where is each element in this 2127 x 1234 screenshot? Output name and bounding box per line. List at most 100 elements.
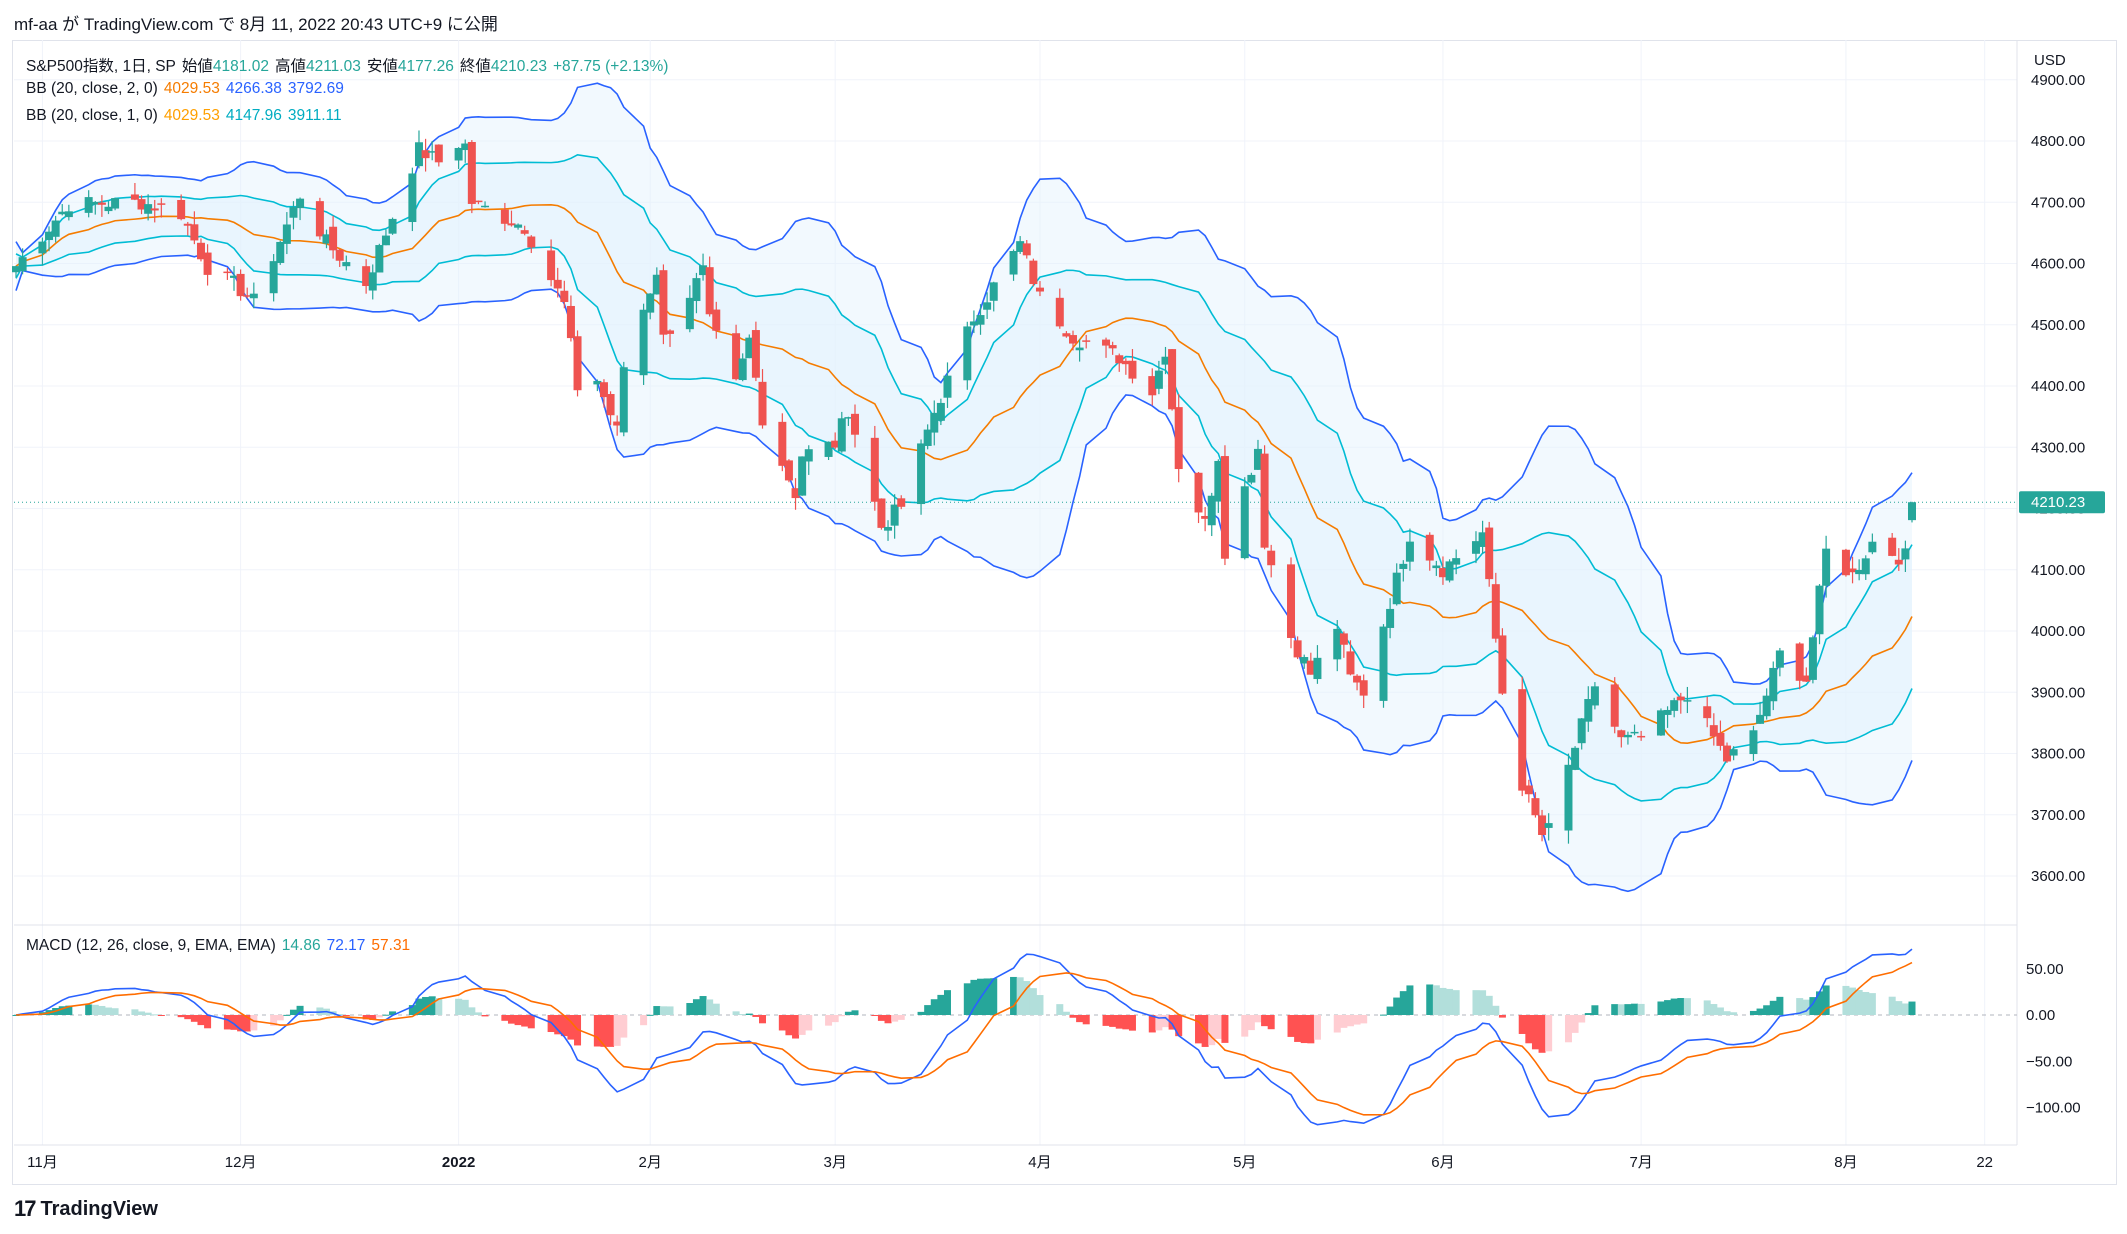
macd-line-value: 72.17 xyxy=(326,937,366,954)
change-value: +87.75 (+2.13%) xyxy=(552,58,669,75)
macd-hist-bar xyxy=(686,1003,694,1015)
candle-body xyxy=(1478,532,1487,547)
candle xyxy=(467,140,476,214)
symbol-title[interactable]: S&P500指数, 1日, SP xyxy=(26,58,176,75)
candle xyxy=(1544,813,1553,841)
candle xyxy=(1524,779,1533,803)
macd-hist-bar xyxy=(739,1014,747,1016)
macd-hist-bar xyxy=(204,1015,212,1029)
candle-body xyxy=(1544,823,1553,828)
candle-body xyxy=(1379,626,1388,701)
candle-body xyxy=(1339,633,1348,645)
candle xyxy=(1108,341,1117,355)
macd-hist-bar xyxy=(1855,990,1863,1015)
candle xyxy=(276,240,285,265)
macd-hist-bar xyxy=(1564,1015,1572,1043)
tradingview-footer[interactable]: 17 TradingView xyxy=(14,1196,158,1222)
candle-body xyxy=(130,194,139,200)
candle-body xyxy=(1769,667,1778,702)
price-tick-label: 4600.00 xyxy=(2031,256,2085,273)
macd-hist-bar xyxy=(138,1011,146,1015)
macd-hist-bar xyxy=(1763,1005,1771,1015)
macd-hist-bar xyxy=(1631,1003,1639,1015)
candle xyxy=(1405,528,1414,571)
candle xyxy=(732,324,741,381)
candle-body xyxy=(1432,565,1441,569)
candle xyxy=(335,248,344,267)
candle-body xyxy=(481,205,490,208)
candle xyxy=(1207,492,1216,537)
candle xyxy=(64,204,73,221)
macd-hist-bar xyxy=(1076,1015,1084,1023)
candle-body xyxy=(1584,699,1593,722)
macd-hist-bar xyxy=(798,1015,806,1035)
macd-hist-bar xyxy=(871,1015,879,1016)
candle xyxy=(381,229,390,246)
macd-hist-bar xyxy=(1333,1015,1341,1033)
candle-body xyxy=(1287,564,1296,638)
candle-body xyxy=(1756,714,1765,724)
candle-body xyxy=(289,207,298,218)
macd-hist-bar xyxy=(1307,1015,1315,1044)
macd-hist-bar xyxy=(1221,1015,1229,1043)
candle-body xyxy=(375,245,384,273)
candle-body xyxy=(1386,608,1395,628)
candle xyxy=(249,282,258,309)
macd-hist-bar xyxy=(759,1015,767,1024)
macd-hist-bar xyxy=(699,996,707,1015)
candle xyxy=(850,404,859,448)
macd-hist-bar xyxy=(1895,1001,1903,1015)
candle xyxy=(1756,701,1765,724)
candle-body xyxy=(1762,695,1771,717)
bb2-legend[interactable]: BB (20, close, 2, 0) 4029.53 4266.38 3792.6… xyxy=(26,80,350,98)
candle xyxy=(177,194,186,221)
currency-label[interactable]: USD xyxy=(2034,52,2066,69)
candle xyxy=(1425,532,1434,571)
macd-legend[interactable]: MACD (12, 26, close, 9, EMA, EMA) 14.86 72… xyxy=(26,937,416,955)
candle xyxy=(1901,540,1910,572)
candle-body xyxy=(791,488,800,499)
macd-hist-bar xyxy=(1531,1015,1539,1050)
candle-body xyxy=(1564,764,1573,831)
macd-axis-labels: 50.00 0.00 −50.00 −100.00 xyxy=(2026,961,2081,1117)
macd-hist-bar xyxy=(1498,1015,1506,1018)
candle xyxy=(144,194,153,221)
candle xyxy=(196,238,205,262)
candle-body xyxy=(1861,558,1870,575)
price-tick-label: 4700.00 xyxy=(2031,194,2085,211)
candle xyxy=(428,141,437,161)
candle-body xyxy=(712,309,721,331)
macd-hist-bar xyxy=(1029,988,1037,1015)
candle-body xyxy=(1908,502,1916,521)
candle-body xyxy=(1841,549,1850,576)
candle-body xyxy=(1102,339,1111,346)
macd-hist-bar xyxy=(1261,1015,1269,1027)
price-tick-label: 4300.00 xyxy=(2031,439,2085,456)
candle-body xyxy=(236,273,245,297)
candle xyxy=(778,413,787,472)
macd-hist-bar xyxy=(1756,1008,1764,1015)
candle xyxy=(1723,742,1732,763)
macd-hist-bar xyxy=(481,1015,489,1017)
candle xyxy=(289,201,298,230)
candle-body xyxy=(1901,548,1910,560)
macd-hist-bar xyxy=(1617,1004,1625,1015)
candle xyxy=(969,310,978,334)
macd-hist-bar xyxy=(507,1015,515,1024)
candle xyxy=(1670,697,1679,718)
candle xyxy=(560,280,569,309)
candle xyxy=(1082,334,1091,349)
candle-body xyxy=(1240,486,1249,559)
macd-hist-bar xyxy=(891,1015,899,1022)
candle-body xyxy=(976,315,985,325)
candle-body xyxy=(91,201,100,205)
candle xyxy=(97,195,106,217)
candle-body xyxy=(1069,335,1078,344)
macd-hist-bar xyxy=(1472,990,1480,1015)
macd-hist-bar xyxy=(877,1015,885,1021)
bb1-legend[interactable]: BB (20, close, 1, 0) 4029.53 4147.96 3911.1… xyxy=(26,107,348,125)
macd-hist-bar xyxy=(851,1010,859,1015)
candle-body xyxy=(428,151,437,153)
macd-hist-bar xyxy=(897,1015,905,1020)
